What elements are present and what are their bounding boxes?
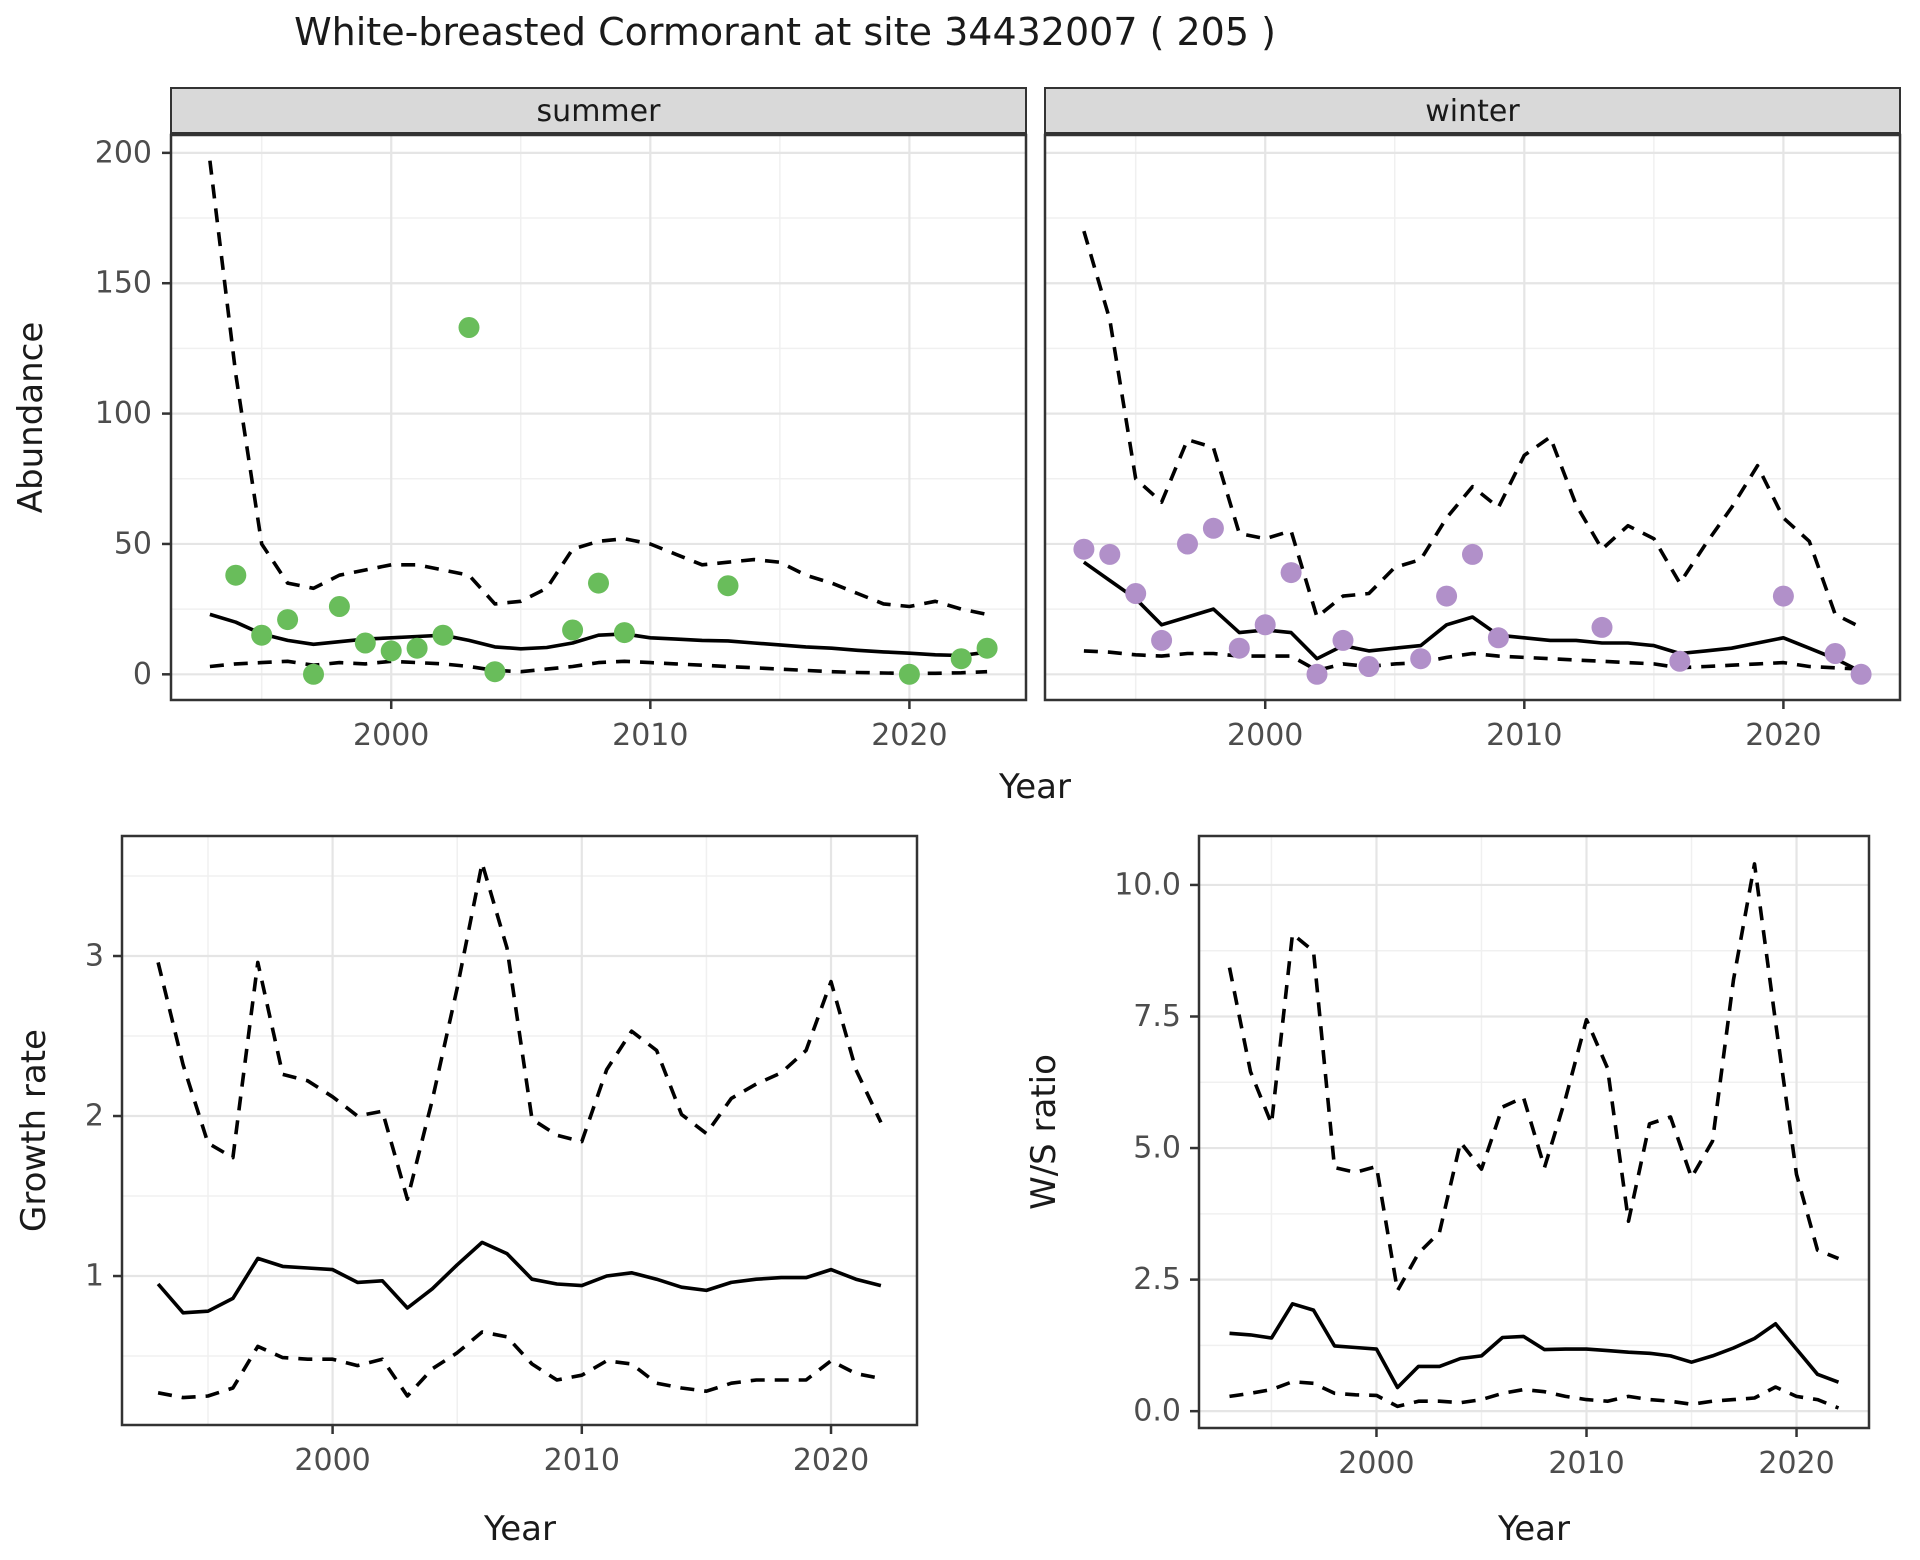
data-point [1487, 627, 1509, 649]
data-point [1358, 656, 1380, 677]
y-axis-title: Growth rate [14, 1029, 54, 1232]
y-tick-label: 3 [85, 939, 104, 974]
ci-upper_ci-line [208, 160, 988, 617]
x-axis-title: Year [483, 1509, 556, 1549]
x-tick-label: 2020 [871, 718, 947, 753]
x-tick-label: 2010 [612, 718, 688, 753]
y-tick-label: 2 [85, 1099, 104, 1134]
y-tick-label: 200 [95, 135, 152, 170]
panel-background [171, 135, 1026, 700]
x-axis-title: Year [998, 767, 1071, 807]
panel-border [1197, 834, 1871, 1430]
panel-background [1045, 135, 1900, 700]
data-point [1462, 543, 1483, 565]
data-point [613, 622, 635, 644]
data-point [380, 640, 402, 662]
data-point [1177, 533, 1198, 555]
data-point [898, 663, 920, 685]
panel-border [1043, 133, 1902, 702]
data-point [1202, 517, 1224, 539]
data-point [225, 564, 247, 586]
x-tick-label: 2020 [1758, 1446, 1834, 1481]
ci-lower_ci-line [209, 659, 988, 676]
growth-rate-chart: 2000 2010 2020 1 2 3 Year Growth rate [14, 834, 919, 1549]
ci-upper_ci-line [1082, 230, 1862, 630]
x-tick-label: 2000 [1227, 718, 1303, 753]
data-point [1306, 663, 1328, 685]
ci-lower_ci-line [1083, 649, 1862, 673]
mean-line [1082, 560, 1862, 674]
data-point [1125, 583, 1147, 604]
y-axis-title: W/S ratio [1024, 1054, 1064, 1210]
data-point [1591, 616, 1613, 638]
data-point [562, 619, 584, 641]
data-point [1850, 663, 1872, 685]
data-point [328, 596, 350, 617]
data-point [1073, 538, 1095, 560]
data-point [354, 632, 376, 654]
abundance-facet-chart: summer 2000 2010 2020 0 50 100 150 200 winter 2000… [11, 87, 1902, 807]
y-tick-label: 7.5 [1133, 999, 1181, 1034]
y-tick-label: 1 [85, 1259, 104, 1294]
data-point [976, 637, 998, 659]
ci-upper_ci-line [1227, 862, 1840, 1293]
y-tick-label: 100 [95, 396, 152, 431]
data-point [1099, 543, 1121, 565]
facet-strip [170, 87, 1027, 134]
data-point [588, 572, 609, 594]
data-point [1280, 562, 1302, 584]
data-point [717, 575, 739, 597]
x-tick-label: 2000 [1338, 1446, 1414, 1481]
x-tick-label: 2010 [1486, 718, 1562, 753]
data-point [1151, 629, 1173, 651]
mean-line [209, 612, 988, 658]
mean-line [156, 1240, 882, 1315]
data-point [303, 663, 324, 685]
data-point [484, 661, 506, 683]
y-tick-label: 2.5 [1133, 1262, 1181, 1297]
x-tick-label: 2020 [793, 1443, 869, 1478]
y-tick-label: 0.0 [1133, 1394, 1181, 1429]
x-tick-label: 2000 [294, 1443, 370, 1478]
y-tick-label: 150 [95, 266, 152, 301]
facet-strip-label: summer [537, 94, 662, 129]
data-point [1772, 585, 1794, 607]
x-tick-label: 2020 [1745, 718, 1821, 753]
y-tick-label: 10.0 [1114, 867, 1181, 902]
panel-border [169, 133, 1028, 702]
data-point [950, 648, 972, 670]
data-point [1254, 614, 1276, 636]
data-point [1824, 643, 1846, 664]
x-tick-label: 2010 [544, 1443, 620, 1478]
panel-background [122, 836, 917, 1425]
y-tick-label: 5.0 [1133, 1131, 1181, 1166]
ws-ratio-chart: 2000 2010 2020 0.0 2.5 5.0 7.5 10.0 Year W/S rati… [1024, 834, 1871, 1549]
data-point [1332, 629, 1354, 651]
facet-strip [1044, 87, 1901, 134]
data-point [458, 317, 480, 338]
page-title: White-breasted Cormorant at site 3443200… [294, 10, 1276, 54]
facet-strip-label: winter [1425, 94, 1520, 129]
panel-border [120, 834, 919, 1427]
data-point [1228, 637, 1250, 659]
data-point [277, 609, 299, 631]
data-point [1410, 648, 1432, 670]
x-axis-title: Year [1497, 1509, 1570, 1549]
y-tick-label: 0 [133, 657, 152, 692]
data-point [1669, 650, 1691, 672]
data-point [251, 624, 273, 646]
data-point [432, 624, 454, 646]
ci-upper_ci-line [156, 861, 883, 1202]
y-axis-title: Abundance [11, 322, 51, 514]
data-point [1436, 585, 1458, 607]
data-point [406, 637, 428, 659]
x-tick-label: 2010 [1548, 1446, 1624, 1481]
ci-lower_ci-line [157, 1330, 882, 1400]
x-tick-label: 2000 [353, 718, 429, 753]
y-tick-label: 50 [114, 526, 152, 561]
ci-lower_ci-line [1229, 1379, 1840, 1410]
mean-line [1229, 1301, 1840, 1390]
